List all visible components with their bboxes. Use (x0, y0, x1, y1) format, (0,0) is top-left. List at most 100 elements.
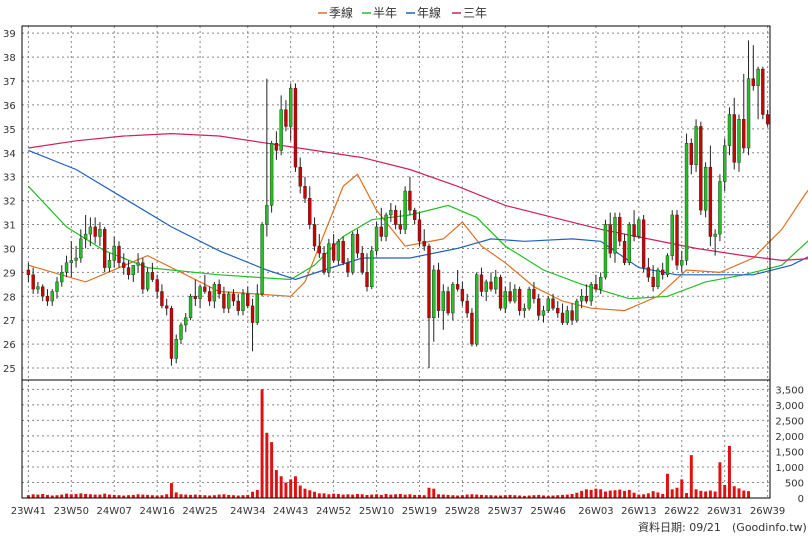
candle-body (727, 114, 732, 146)
volume-bar (55, 495, 59, 498)
price-tick-label: 38 (3, 53, 16, 64)
candle-body (451, 284, 455, 314)
candle-body (541, 310, 546, 316)
candle-body (298, 166, 302, 187)
candle-body (174, 339, 178, 359)
volume-axis-ticks: 0 500 1,000 1,500 2,000 2,500 3,000 3,500 (775, 385, 804, 505)
volume-bar (336, 493, 340, 498)
volume-bar (298, 485, 302, 498)
volume-bar (389, 494, 393, 498)
volume-bar (212, 495, 216, 498)
volume-bar (322, 493, 326, 498)
candle-body (436, 269, 441, 311)
candle-body (370, 250, 374, 287)
candle-body (579, 296, 584, 302)
volume-bar (65, 493, 69, 498)
x-tick-label: 25W28 (445, 506, 480, 517)
candle-body (160, 291, 164, 307)
candle-body (684, 143, 689, 261)
price-panel-frame (21, 25, 771, 381)
volume-bar (136, 494, 140, 498)
volume-bar (475, 494, 479, 498)
volume-bar (74, 493, 78, 498)
volume-bar (494, 495, 498, 498)
candle-body (312, 224, 317, 247)
x-tick-label: 24W52 (316, 506, 351, 517)
volume-bar (308, 490, 312, 498)
volume-bar (580, 490, 584, 498)
volume-bar (489, 495, 493, 498)
price-tick-label: 34 (3, 149, 16, 160)
volume-bar (608, 490, 612, 498)
volume-bar (522, 495, 526, 498)
volume-bar (532, 495, 536, 498)
candle-body (489, 281, 493, 290)
candle-body (26, 269, 31, 275)
legend-label: 季線 (329, 5, 353, 20)
volume-bar (88, 494, 92, 498)
candle-body (494, 276, 498, 290)
volume-bar (146, 494, 150, 498)
candle-body (389, 209, 393, 216)
volume-bar (41, 493, 45, 498)
candle-body (403, 190, 407, 230)
volume-bar (169, 483, 173, 498)
volume-bar (718, 462, 722, 498)
candle-body (117, 245, 121, 263)
candle-body (36, 286, 40, 290)
volume-bar (432, 488, 436, 498)
candle-body (188, 296, 193, 319)
x-tick-label: 25W19 (402, 506, 437, 517)
volume-bar (289, 479, 293, 498)
ma-line (27, 185, 808, 300)
price-tick-label: 39 (3, 29, 16, 40)
volume-bar (727, 445, 731, 498)
volume-tick-label: 2,000 (775, 432, 804, 443)
volume-bar (441, 494, 445, 498)
candle-body (603, 224, 608, 278)
candle-body (732, 114, 736, 163)
volume-bar (351, 494, 355, 498)
volume-bar (546, 495, 550, 498)
price-tick-label: 30 (3, 244, 16, 255)
volume-bar (632, 492, 636, 498)
price-tick-label: 36 (3, 101, 16, 112)
candle-body (169, 308, 174, 359)
volume-bar (737, 488, 741, 498)
volume-bar (518, 495, 522, 498)
candle-body (74, 257, 78, 261)
volume-bar (408, 494, 412, 498)
volume-bar (165, 494, 169, 498)
volume-bar (394, 494, 398, 498)
candle-body (50, 291, 54, 302)
volume-bar (251, 491, 255, 498)
candle-body (150, 272, 155, 280)
candle-body (112, 245, 116, 261)
volume-bar (556, 495, 560, 498)
volume-bar (575, 492, 579, 498)
volume-bar (227, 494, 231, 498)
volume-bar (732, 486, 736, 498)
volume-bar (332, 493, 336, 498)
candle-body (289, 87, 293, 127)
volume-bar (565, 494, 569, 498)
volume-bar (341, 494, 345, 498)
candle-body (222, 293, 226, 309)
price-tick-label: 35 (3, 125, 16, 136)
volume-bar (127, 495, 131, 498)
volume-bar (484, 495, 488, 498)
legend-label: 半年 (373, 6, 397, 20)
candle-body (422, 241, 426, 247)
candle-body (231, 293, 236, 302)
volume-bar (713, 491, 717, 498)
volume-bar (60, 494, 64, 498)
candle-body (250, 305, 255, 323)
volume-bar (274, 470, 278, 498)
volume-bar (613, 490, 617, 498)
volume-bar (589, 489, 593, 498)
candle-body (141, 262, 145, 290)
price-tick-label: 25 (3, 364, 16, 375)
volume-bar (241, 495, 245, 498)
candle-body (198, 286, 202, 299)
volume-bar (537, 494, 541, 498)
